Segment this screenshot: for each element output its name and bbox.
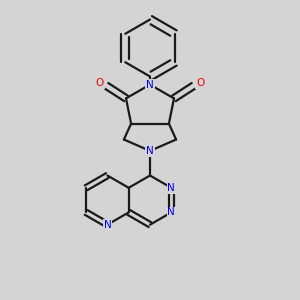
Text: N: N [103,220,111,230]
Text: O: O [96,78,104,88]
Text: N: N [146,80,154,90]
Text: N: N [167,207,175,218]
Text: N: N [167,183,175,193]
Text: N: N [146,146,154,156]
Text: O: O [196,78,204,88]
